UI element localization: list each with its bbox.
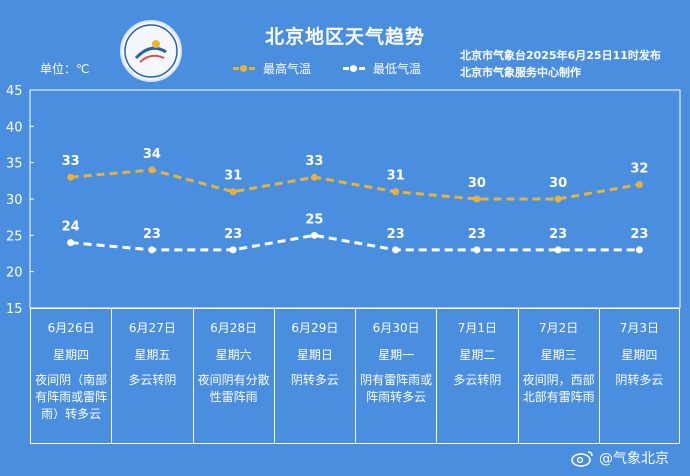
forecast-condition: 阴有雷阵雨或阵雨转多云 (360, 373, 433, 404)
forecast-column: 6月29日 星期日 阴转多云 (273, 309, 355, 443)
low-temp-point (635, 246, 643, 254)
forecast-date: 6月29日 (291, 321, 339, 335)
y-tick-label: 30 (6, 193, 23, 208)
forecast-table: 6月26日 星期四 夜间阴（南部有阵雨或雷阵雨）转多云 6月27日 星期五 多云… (30, 308, 680, 444)
forecast-date: 7月3日 (619, 321, 660, 335)
watermark: @气象北京 (571, 448, 669, 468)
high-temp-label: 30 (549, 176, 567, 191)
low-temp-point (554, 246, 562, 254)
legend-low-swatch (343, 65, 365, 72)
legend-high-swatch (233, 65, 255, 72)
low-temp-label: 25 (305, 212, 323, 227)
forecast-date: 6月27日 (128, 321, 176, 335)
high-temp-label: 32 (630, 161, 648, 176)
forecast-weekday: 星期一 (378, 348, 415, 362)
forecast-column: 6月26日 星期四 夜间阴（南部有阵雨或雷阵雨）转多云 (30, 309, 111, 443)
forecast-column: 6月28日 星期六 夜间阴有分散性雷阵雨 (192, 309, 274, 443)
forecast-date: 7月1日 (457, 321, 498, 335)
high-temp-point (229, 188, 237, 196)
high-temp-line (70, 168, 640, 201)
forecast-weekday: 星期四 (621, 348, 658, 362)
forecast-weekday: 星期二 (459, 348, 496, 362)
low-temp-point (148, 246, 156, 254)
high-temp-point (310, 173, 318, 181)
legend-high-label: 最高气温 (263, 62, 312, 76)
low-temp-label: 23 (224, 227, 242, 242)
low-temp-label: 23 (143, 227, 161, 242)
plot-frame (29, 89, 681, 309)
high-temp-point (635, 180, 643, 188)
low-temp-label: 23 (387, 227, 405, 242)
high-temp-point (392, 188, 400, 196)
low-temp-point (310, 231, 318, 239)
low-temp-point (67, 239, 75, 247)
unit-label: 单位：℃ (40, 62, 90, 76)
forecast-condition: 夜间阴有分散性雷阵雨 (197, 373, 270, 404)
forecast-weekday: 星期四 (53, 348, 90, 362)
forecast-date: 6月28日 (210, 321, 258, 335)
legend-low: 最低气温 (343, 60, 421, 77)
issuer-line-1: 北京市气象台2025年6月25日11时发布 (460, 49, 661, 62)
forecast-condition: 阴转多云 (290, 373, 339, 387)
high-temp-label: 31 (387, 169, 405, 184)
high-temp-point (554, 195, 562, 203)
low-temp-label: 23 (549, 227, 567, 242)
high-temp-label: 30 (468, 176, 486, 191)
forecast-date: 6月26日 (47, 321, 95, 335)
low-temp-point (392, 246, 400, 254)
legend-low-label: 最低气温 (373, 62, 422, 76)
y-tick-label: 15 (6, 302, 23, 317)
y-tick-label: 20 (6, 266, 23, 281)
low-temp-label: 23 (468, 227, 486, 242)
forecast-column: 6月27日 星期五 多云转阴 (111, 309, 192, 443)
forecast-weekday: 星期五 (134, 348, 171, 362)
y-tick-label: 35 (6, 157, 23, 172)
high-temp-label: 31 (224, 169, 242, 184)
forecast-weekday: 星期三 (540, 348, 577, 362)
high-temp-label: 33 (305, 154, 323, 169)
high-temp-point (473, 195, 481, 203)
high-temp-label: 34 (143, 147, 161, 162)
high-temp-point (67, 173, 75, 181)
meteorological-logo (120, 20, 182, 82)
issuer-info: 北京市气象台2025年6月25日11时发布 北京市气象服务中心制作 (460, 47, 661, 81)
forecast-column: 7月2日 星期三 夜间阴，西部北部有雷阵雨 (517, 309, 599, 443)
low-temp-point (473, 246, 481, 254)
y-tick-label: 45 (6, 84, 23, 99)
forecast-condition: 多云转阴 (453, 373, 502, 387)
forecast-weekday: 星期六 (215, 348, 252, 362)
page-title: 北京地区天气趋势 (264, 26, 425, 48)
forecast-weekday: 星期日 (296, 348, 333, 362)
low-temp-label: 23 (630, 227, 648, 242)
forecast-condition: 夜间阴，西部北部有雷阵雨 (522, 373, 595, 404)
weibo-icon (571, 451, 593, 467)
y-tick-label: 40 (6, 120, 23, 135)
forecast-condition: 多云转阴 (128, 373, 177, 387)
forecast-column: 6月30日 星期一 阴有雷阵雨或阵雨转多云 (355, 309, 436, 443)
low-temp-point (229, 246, 237, 254)
forecast-date: 7月2日 (538, 321, 579, 335)
issuer-line-2: 北京市气象服务中心制作 (460, 66, 581, 79)
forecast-column: 7月1日 星期二 多云转阴 (436, 309, 517, 443)
legend-high: 最高气温 (233, 60, 311, 77)
forecast-column: 7月3日 星期四 阴转多云 (598, 309, 680, 443)
forecast-condition: 夜间阴（南部有阵雨或雷阵雨）转多云 (35, 373, 108, 421)
low-temp-label: 24 (62, 220, 80, 235)
watermark-text: @气象北京 (599, 451, 669, 467)
high-temp-label: 33 (62, 154, 80, 169)
forecast-date: 6月30日 (372, 321, 420, 335)
forecast-condition: 阴转多云 (615, 373, 664, 387)
low-temp-line (70, 233, 640, 252)
y-tick-label: 25 (6, 229, 23, 244)
high-temp-point (148, 166, 156, 174)
